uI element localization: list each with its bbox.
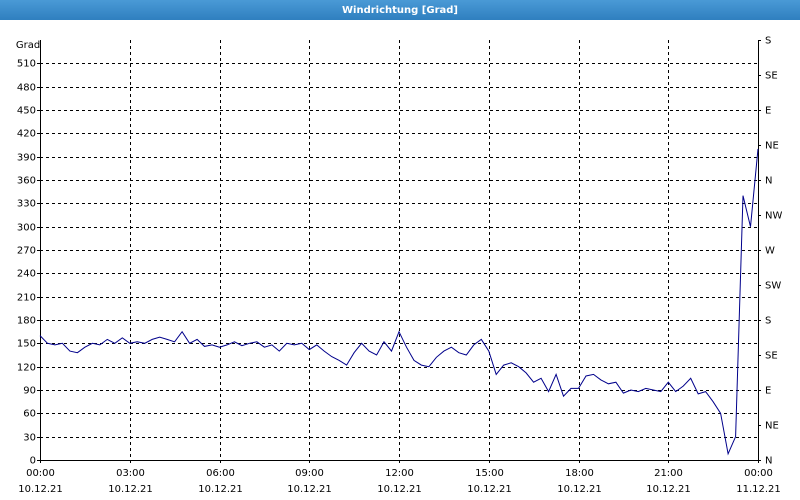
y-tick-label: 300 <box>17 223 36 234</box>
y-tick-label: 180 <box>17 316 36 327</box>
y-tick-label: 150 <box>17 339 36 350</box>
y-axis-label: Grad <box>16 40 40 51</box>
y-tick-label: 240 <box>17 269 36 280</box>
title-bar <box>0 0 800 20</box>
x-tick-label: 09:00 <box>295 468 324 479</box>
x-tick-label: 12:00 <box>385 468 414 479</box>
x-tick-date: 10.12.21 <box>108 484 153 495</box>
y2-tick-label: E <box>765 106 771 117</box>
y2-tick-label: S <box>765 36 771 47</box>
x-tick-date: 10.12.21 <box>646 484 691 495</box>
y-tick-label: 420 <box>17 129 36 140</box>
x-tick-label: 00:00 <box>744 468 773 479</box>
y2-tick-label: SW <box>765 281 781 292</box>
y2-tick-label: NW <box>765 211 782 222</box>
y-tick-label: 360 <box>17 176 36 187</box>
y2-tick-label: E <box>765 386 771 397</box>
y-tick-label: 90 <box>23 386 36 397</box>
x-tick-date: 10.12.21 <box>18 484 63 495</box>
x-tick-date: 10.12.21 <box>467 484 512 495</box>
data-line <box>39 148 759 456</box>
y2-tick-label: SE <box>765 351 778 362</box>
y-tick-label: 510 <box>17 59 36 70</box>
x-tick-date: 10.12.21 <box>198 484 243 495</box>
x-tick-label: 03:00 <box>116 468 145 479</box>
y-tick-label: 480 <box>17 83 36 94</box>
y2-tick-label: S <box>765 316 771 327</box>
x-tick-date: 10.12.21 <box>557 484 602 495</box>
y2-tick-label: NE <box>765 141 779 152</box>
x-tick-label: 18:00 <box>565 468 594 479</box>
chart-title: Windrichtung [Grad] <box>342 5 458 16</box>
x-tick-date: 10.12.21 <box>377 484 422 495</box>
y2-tick-label: SE <box>765 71 778 82</box>
y-tick-label: 210 <box>17 293 36 304</box>
x-tick-label: 06:00 <box>206 468 235 479</box>
y-tick-label: 60 <box>23 409 36 420</box>
y-tick-label: 120 <box>17 363 36 374</box>
x-tick-label: 15:00 <box>475 468 504 479</box>
y-tick-label: 330 <box>17 199 36 210</box>
y2-tick-label: N <box>765 176 772 187</box>
x-tick-label: 00:00 <box>26 468 55 479</box>
y-tick-label: 450 <box>17 106 36 117</box>
y2-tick-label: W <box>765 246 775 257</box>
x-tick-label: 21:00 <box>654 468 683 479</box>
x-tick-date: 10.12.21 <box>287 484 332 495</box>
y-tick-label: 30 <box>23 433 36 444</box>
y-tick-label: 0 <box>30 456 36 467</box>
y-tick-label: 390 <box>17 153 36 164</box>
y-tick-label: 270 <box>17 246 36 257</box>
x-tick-date: 11.12.21 <box>736 484 781 495</box>
y2-tick-label: NE <box>765 421 779 432</box>
y2-tick-label: N <box>765 456 772 467</box>
